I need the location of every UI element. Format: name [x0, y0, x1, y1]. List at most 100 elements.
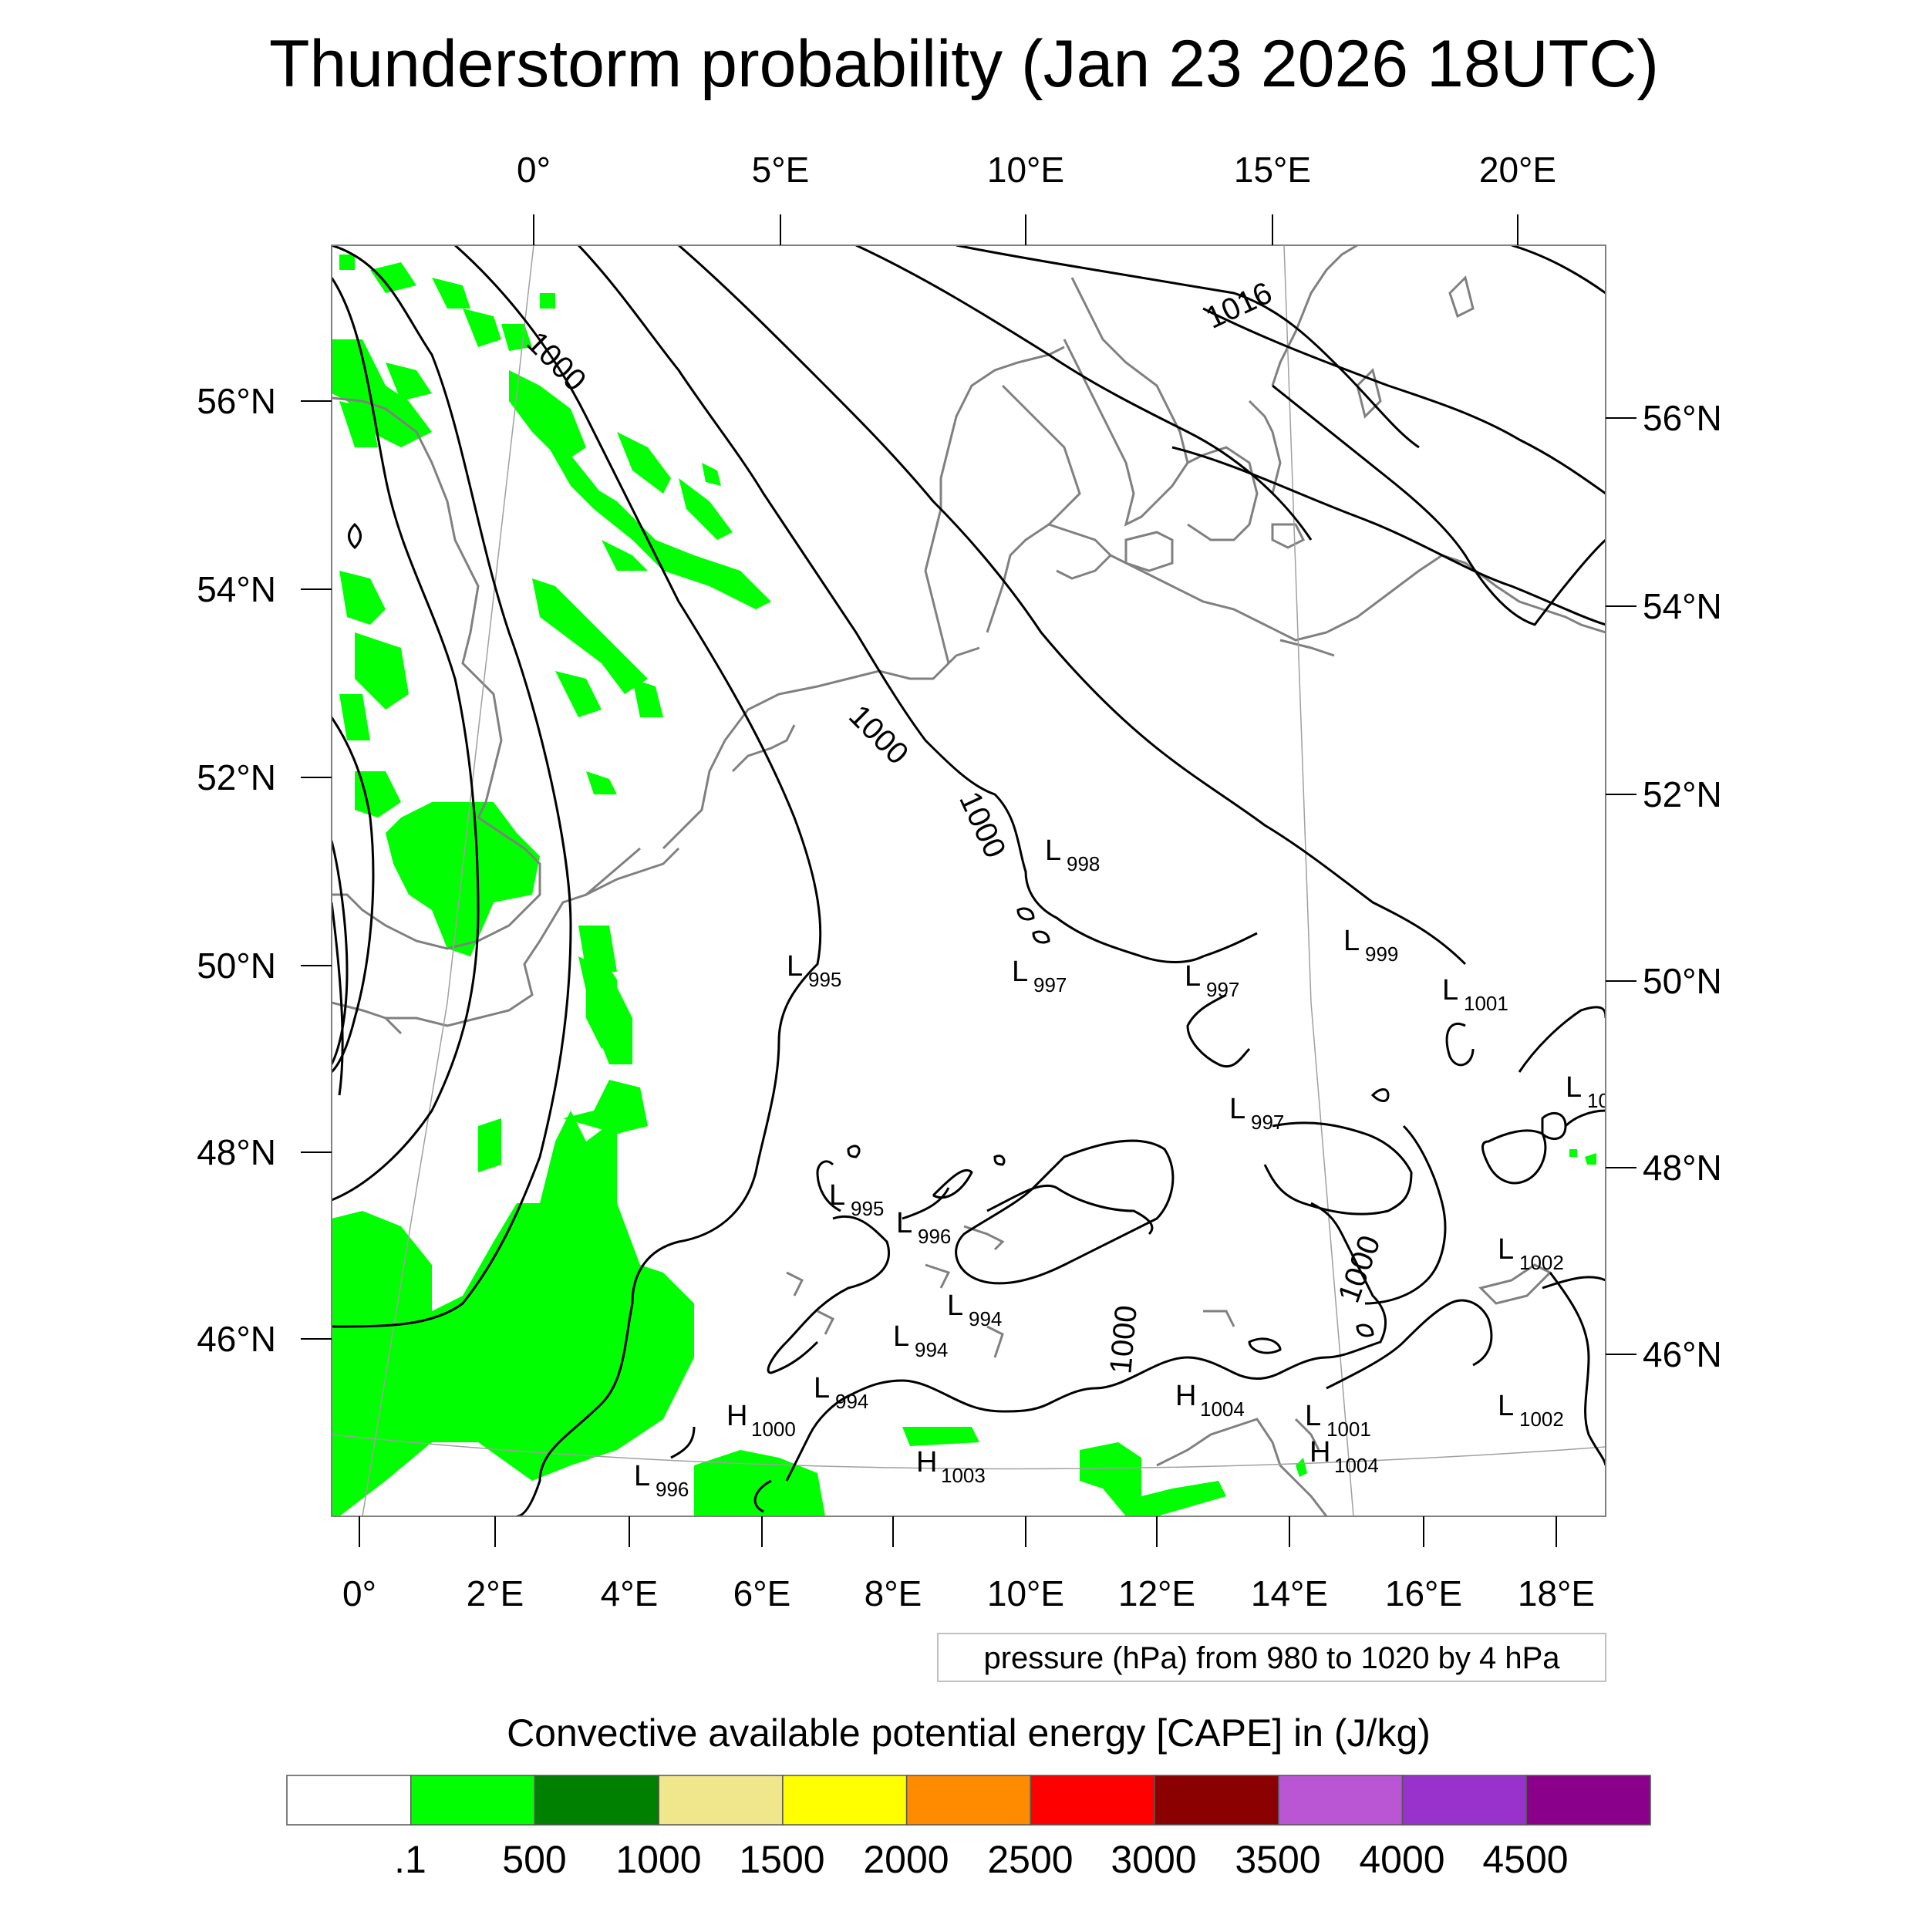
- isobars: [332, 245, 1606, 1516]
- svg-text:L: L: [1185, 960, 1201, 993]
- svg-text:1001: 1001: [1326, 1418, 1371, 1441]
- svg-text:1000: 1000: [751, 1418, 796, 1441]
- pressure-center: L 1002: [1498, 1390, 1564, 1431]
- colorbar-swatch: [905, 1775, 1032, 1826]
- svg-text:H: H: [726, 1400, 747, 1432]
- svg-text:H: H: [916, 1446, 937, 1479]
- svg-text:L: L: [1343, 925, 1360, 957]
- svg-text:994: 994: [835, 1390, 868, 1413]
- colorbar-swatch: [410, 1775, 536, 1826]
- colorbar-title: Convective available potential energy [C…: [507, 1711, 1431, 1755]
- colorbar-label: 4500: [1482, 1838, 1568, 1881]
- colorbar-label: 2500: [987, 1838, 1073, 1881]
- lon-label: 0°: [342, 1573, 376, 1613]
- svg-text:996: 996: [918, 1225, 951, 1248]
- lat-label: 50°N: [197, 946, 276, 986]
- pressure-center: L 995: [787, 950, 841, 991]
- svg-text:L: L: [1442, 974, 1458, 1006]
- svg-text:L: L: [1305, 1400, 1321, 1432]
- svg-text:1002: 1002: [1519, 1408, 1564, 1431]
- svg-text:L: L: [1229, 1093, 1245, 1125]
- bottom-lon-labels: 0° 2°E 4°E 6°E 8°E 10°E 12°E 14°E 16°E 1…: [342, 1573, 1595, 1613]
- colorbar-label: 500: [502, 1838, 566, 1881]
- lon-label: 5°E: [752, 150, 810, 190]
- svg-text:994: 994: [969, 1307, 1002, 1330]
- colorbar-swatch: [658, 1775, 784, 1826]
- map-title: Thunderstorm probability (Jan 23 2026 18…: [269, 27, 1659, 101]
- lon-label: 20°E: [1479, 150, 1556, 190]
- pressure-center: L 994: [893, 1320, 948, 1361]
- lat-label: 56°N: [1643, 398, 1722, 438]
- colorbar-swatch: [1401, 1775, 1528, 1826]
- pressure-centers: L 998 L 995 L 997 L 997 L 999 L 1001 L 10 L 997 …: [634, 835, 1609, 1501]
- svg-text:1004: 1004: [1334, 1454, 1379, 1477]
- svg-text:L: L: [947, 1290, 963, 1322]
- svg-text:10: 10: [1587, 1089, 1609, 1112]
- pressure-center: L 994: [947, 1290, 1002, 1330]
- svg-text:999: 999: [1365, 942, 1398, 966]
- lat-label: 52°N: [197, 757, 276, 797]
- pressure-center: H 1004: [1309, 1436, 1379, 1477]
- svg-text:H: H: [1309, 1436, 1330, 1468]
- lon-label: 6°E: [733, 1573, 791, 1613]
- lat-label: 50°N: [1643, 961, 1722, 1001]
- svg-text:1003: 1003: [941, 1464, 986, 1487]
- cape-shading: [332, 255, 1596, 1516]
- colorbar-label: 1000: [615, 1838, 701, 1881]
- lat-label: 48°N: [1643, 1148, 1722, 1188]
- pressure-center: L 994: [814, 1372, 868, 1413]
- colorbar-label: .1: [394, 1838, 426, 1881]
- svg-text:1004: 1004: [1200, 1398, 1245, 1421]
- colorbar-swatch: [1278, 1775, 1404, 1826]
- pressure-center: H 1004: [1175, 1380, 1245, 1421]
- lon-label: 4°E: [601, 1573, 659, 1613]
- plot-area: 1000 1000 1000 1016 1000 1000 L 998 L 995 …: [332, 245, 1609, 1516]
- contour-label: 1000: [1104, 1304, 1144, 1375]
- pressure-center: L 10: [1566, 1071, 1609, 1112]
- svg-text:L: L: [893, 1320, 909, 1353]
- svg-text:997: 997: [1206, 978, 1239, 1001]
- svg-text:L: L: [896, 1207, 912, 1239]
- svg-text:998: 998: [1067, 852, 1100, 875]
- colorbar-label: 2000: [863, 1838, 949, 1881]
- colorbar-label: 4000: [1359, 1838, 1444, 1881]
- colorbar-swatch: [782, 1775, 908, 1826]
- lat-label: 54°N: [1643, 586, 1722, 626]
- lat-label: 56°N: [197, 381, 276, 421]
- lon-label: 0°: [517, 150, 551, 190]
- pressure-center: L 1001: [1305, 1400, 1371, 1441]
- pressure-center: L 995: [829, 1179, 884, 1220]
- lon-label: 18°E: [1518, 1573, 1595, 1613]
- pressure-center: L 996: [634, 1460, 689, 1501]
- lat-label: 48°N: [197, 1132, 276, 1172]
- svg-text:L: L: [829, 1179, 845, 1212]
- svg-text:1001: 1001: [1464, 992, 1508, 1015]
- lon-label: 12°E: [1118, 1573, 1195, 1613]
- svg-text:995: 995: [851, 1197, 884, 1220]
- svg-text:1002: 1002: [1519, 1251, 1564, 1274]
- colorbar: [286, 1775, 1651, 1826]
- isobar-info-text: pressure (hPa) from 980 to 1020 by 4 hPa: [983, 1641, 1560, 1675]
- lat-label: 46°N: [1643, 1334, 1722, 1374]
- lon-label: 2°E: [467, 1573, 524, 1613]
- svg-text:997: 997: [1033, 973, 1067, 996]
- bottom-axis: [359, 1516, 1557, 1547]
- colorbar-label: 1500: [739, 1838, 824, 1881]
- lon-label: 10°E: [987, 1573, 1064, 1613]
- colorbar-label: 3000: [1111, 1838, 1196, 1881]
- isobar-info-box: pressure (hPa) from 980 to 1020 by 4 hPa: [937, 1633, 1606, 1682]
- pressure-center: L 1002: [1498, 1233, 1564, 1274]
- svg-text:L: L: [1045, 835, 1061, 867]
- pressure-center: L 1001: [1442, 974, 1508, 1015]
- colorbar-swatch: [1154, 1775, 1279, 1826]
- left-axis: [301, 400, 332, 1340]
- lat-label: 54°N: [197, 569, 276, 609]
- pressure-center: L 997: [1185, 960, 1239, 1001]
- pressure-center: L 996: [896, 1207, 951, 1248]
- coastlines: [332, 245, 1606, 1516]
- pressure-center: H 1003: [916, 1446, 986, 1487]
- left-lat-labels: 56°N 54°N 52°N 50°N 48°N 46°N: [197, 381, 276, 1359]
- colorbar-swatch: [1030, 1775, 1155, 1826]
- svg-text:L: L: [1566, 1071, 1582, 1104]
